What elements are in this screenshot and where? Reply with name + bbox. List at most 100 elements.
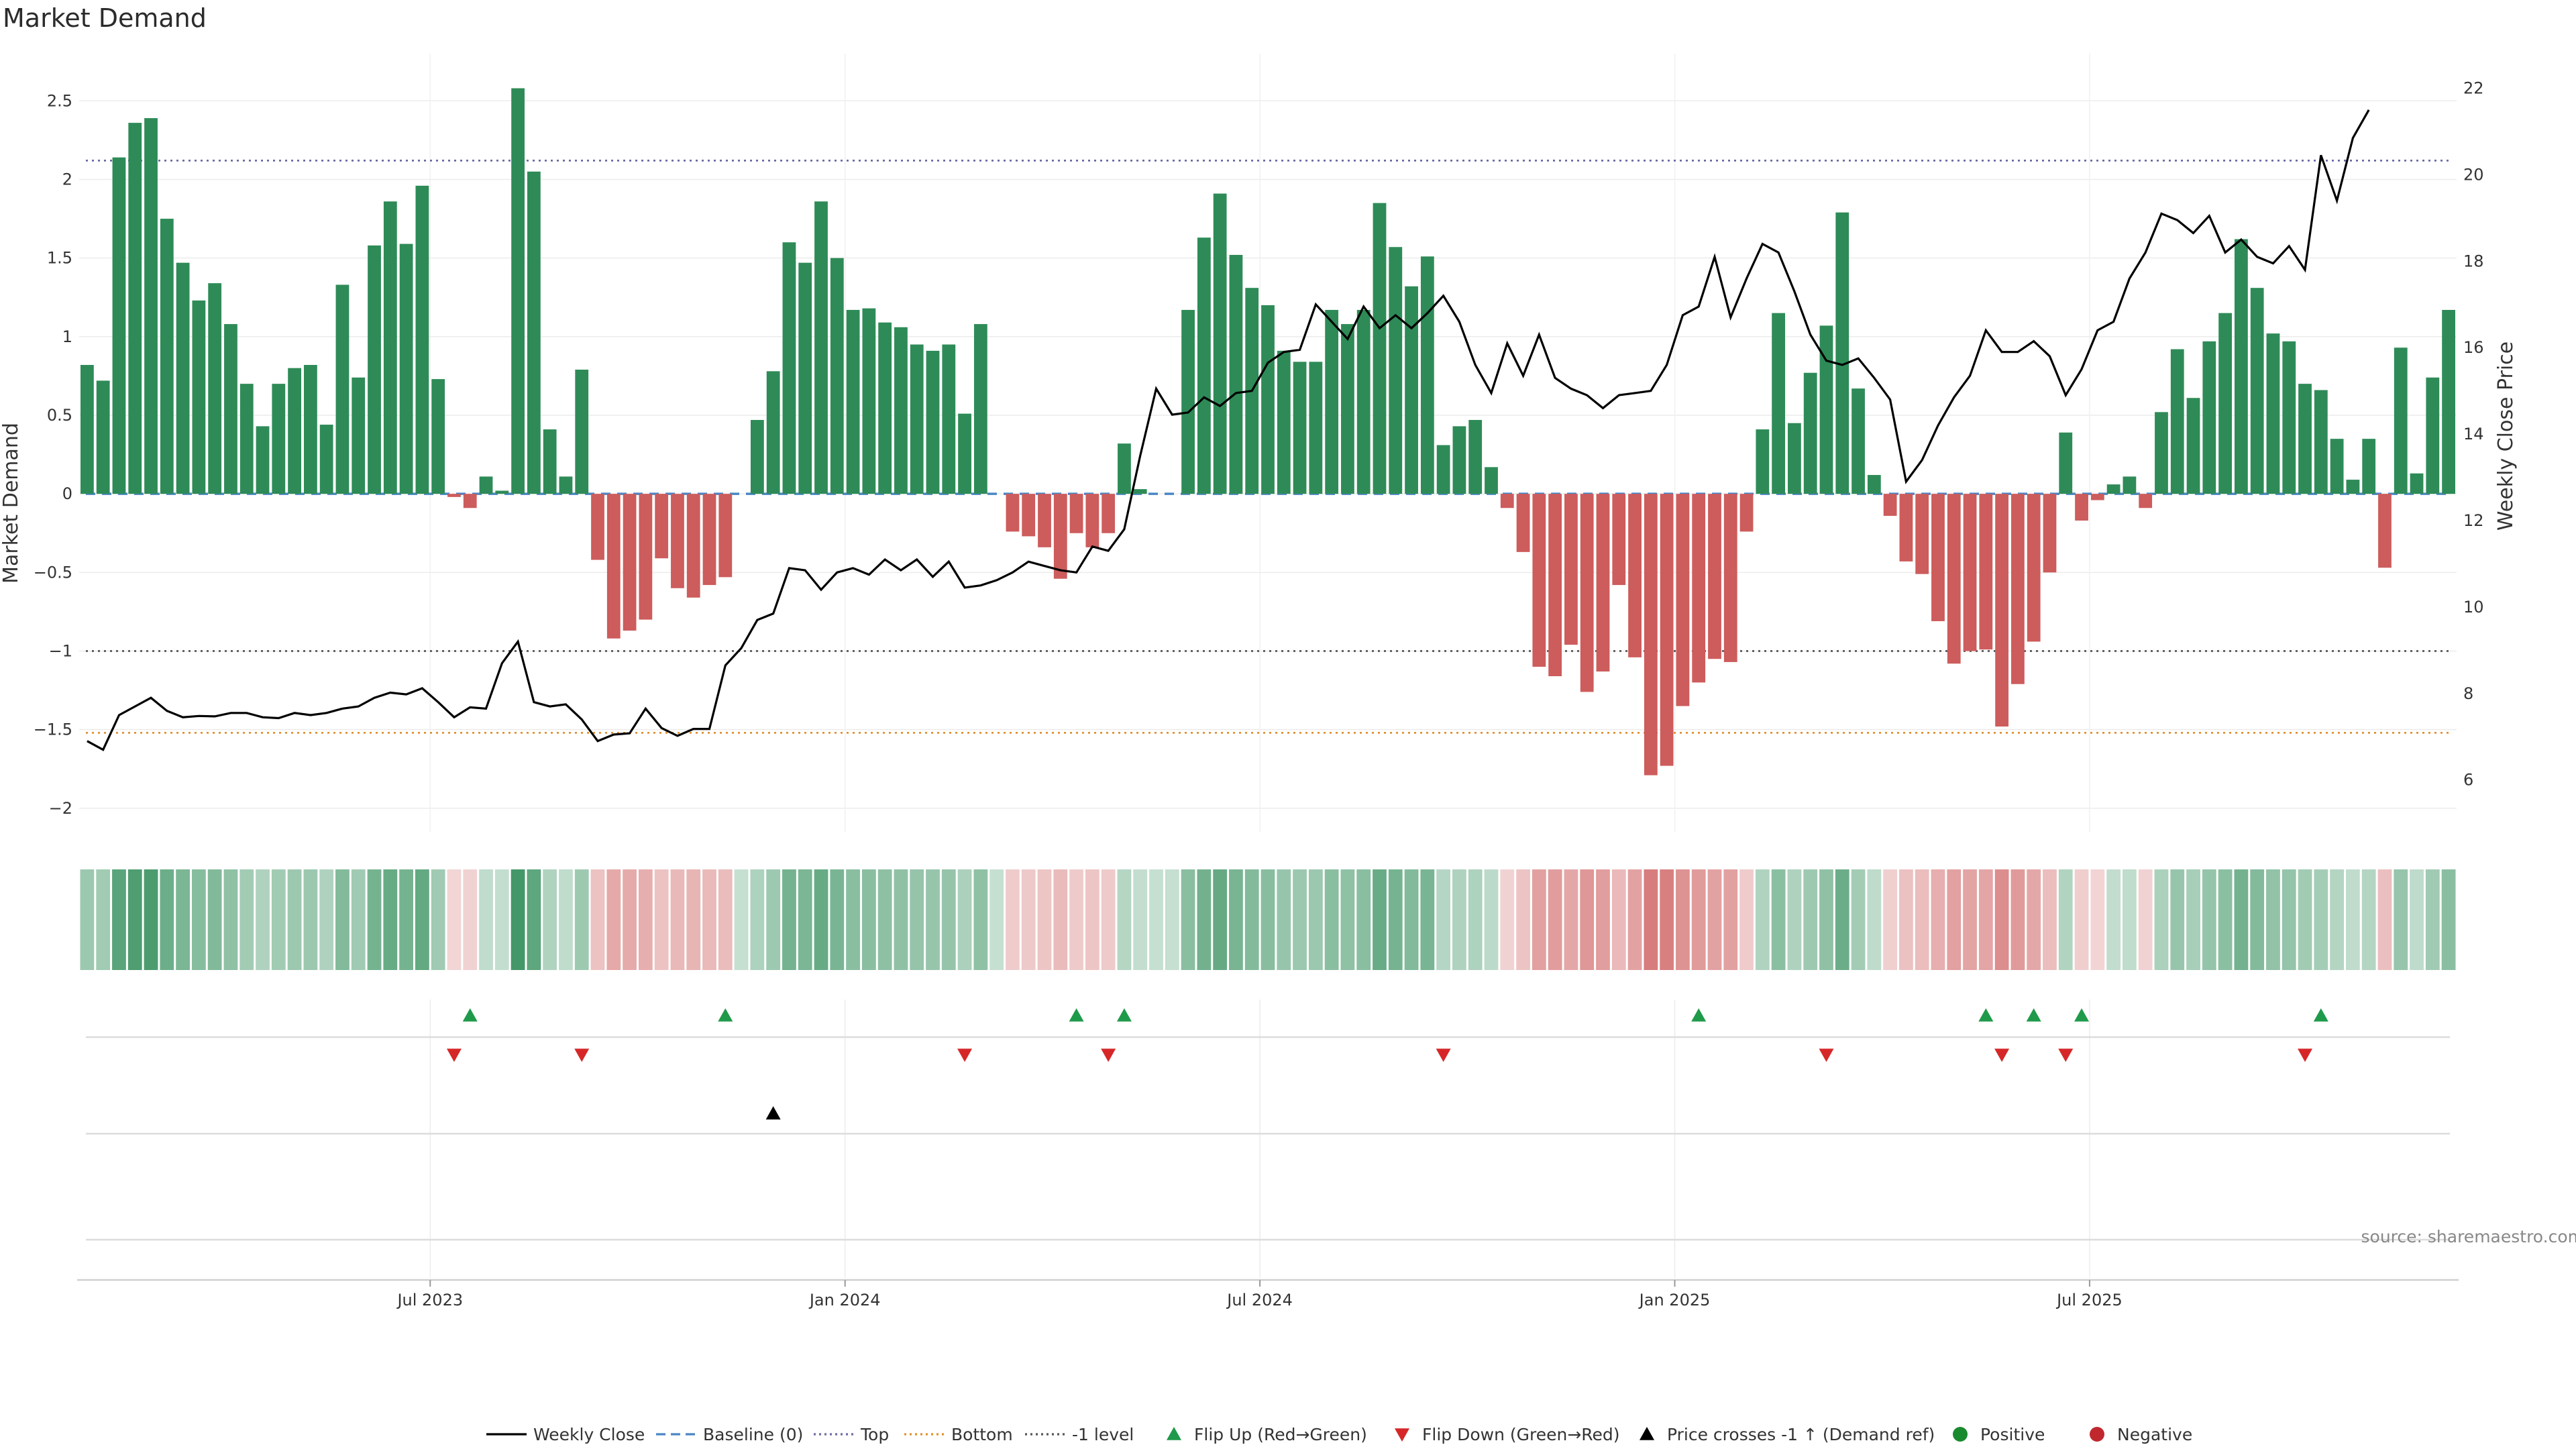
heat-cell — [1787, 869, 1802, 970]
heat-cell — [1101, 869, 1116, 970]
y2-tick-label: 10 — [2463, 598, 2484, 616]
heat-cell — [1085, 869, 1099, 970]
flip-down-marker — [2058, 1049, 2074, 1062]
demand-bar — [878, 322, 892, 494]
y-axis-label: Market Demand — [0, 423, 23, 584]
heat-cell — [2234, 869, 2249, 970]
demand-bar — [2330, 439, 2344, 494]
demand-bar — [639, 494, 653, 620]
legend-label: Flip Down (Green→Red) — [1422, 1425, 1620, 1444]
demand-bar — [1468, 420, 1483, 494]
x-tick-label: Jan 2025 — [1638, 1291, 1711, 1309]
heat-cell — [367, 869, 382, 970]
heat-cell — [1021, 869, 1036, 970]
flip-down-marker — [1436, 1049, 1451, 1062]
demand-bar — [1309, 362, 1323, 494]
demand-bar — [2186, 398, 2200, 494]
heat-cell — [1851, 869, 1866, 970]
demand-bar — [1069, 494, 1083, 533]
legend-label: Baseline (0) — [703, 1425, 803, 1444]
heat-cell — [1739, 869, 1754, 970]
flip-down-marker — [1101, 1049, 1116, 1062]
heat-cell — [1181, 869, 1195, 970]
demand-bar — [798, 262, 812, 494]
y2-tick-label: 16 — [2463, 338, 2484, 357]
heat-cell — [463, 869, 478, 970]
demand-bar — [447, 494, 461, 497]
heat-cell — [1947, 869, 1962, 970]
demand-bar — [1356, 309, 1371, 494]
heat-cell — [2361, 869, 2376, 970]
heat-cell — [2170, 869, 2185, 970]
heat-cell — [766, 869, 781, 970]
demand-bar — [655, 494, 669, 559]
heat-cell — [1293, 869, 1307, 970]
demand-bar — [1532, 494, 1546, 667]
demand-bar — [2043, 494, 2057, 573]
legend-swatch — [1167, 1427, 1181, 1440]
flip-down-marker — [2298, 1049, 2313, 1062]
demand-bar — [1229, 254, 1243, 494]
heat-cell — [80, 869, 95, 970]
heat-cell — [1436, 869, 1451, 970]
demand-bar — [1931, 494, 1945, 621]
heat-cell — [1532, 869, 1546, 970]
heat-cell — [623, 869, 637, 970]
heat-cell — [1723, 869, 1738, 970]
heat-cell — [1691, 869, 1706, 970]
demand-bar — [1516, 494, 1530, 552]
weekly-close-line — [87, 109, 2370, 751]
demand-bar — [1213, 193, 1227, 494]
demand-bar — [718, 494, 733, 578]
y-tick-label: 0 — [62, 484, 72, 503]
heat-cell — [590, 869, 605, 970]
heat-cell — [1006, 869, 1020, 970]
heat-cell — [1707, 869, 1722, 970]
heat-cell — [1197, 869, 1212, 970]
demand-bar — [2170, 349, 2184, 494]
demand-bar — [1756, 429, 1770, 494]
demand-bar — [1596, 494, 1610, 672]
heat-cell — [1915, 869, 1929, 970]
demand-bar — [702, 494, 716, 586]
heat-cell — [2202, 869, 2216, 970]
heat-cell — [2441, 869, 2456, 970]
heat-cell — [1213, 869, 1228, 970]
demand-bar — [2155, 412, 2168, 494]
heat-cell — [383, 869, 398, 970]
chart-title: Market Demand — [3, 3, 207, 33]
demand-bar — [511, 88, 525, 494]
demand-bar — [1979, 494, 1993, 650]
y-tick-label: 0.5 — [47, 406, 72, 425]
demand-bar — [1085, 494, 1099, 547]
demand-bar — [1723, 494, 1737, 662]
demand-bar — [128, 123, 142, 494]
demand-bar — [415, 185, 429, 494]
grid — [77, 54, 2459, 1281]
legend-swatch — [1953, 1427, 1968, 1442]
heat-cell — [782, 869, 796, 970]
heat-cell — [2266, 869, 2280, 970]
flip-down-marker — [957, 1049, 973, 1062]
heat-cell — [2394, 869, 2408, 970]
demand-bar — [1405, 286, 1418, 494]
heat-cell — [1244, 869, 1259, 970]
demand-bar — [495, 490, 509, 494]
legend-swatch — [1395, 1428, 1409, 1442]
demand-bar — [2202, 341, 2216, 494]
heat-cell — [2218, 869, 2233, 970]
heat-cell — [527, 869, 541, 970]
heat-cell — [638, 869, 653, 970]
demand-bar — [176, 262, 190, 494]
y-tick-label: −2 — [49, 799, 72, 818]
heat-cell — [1165, 869, 1179, 970]
demand-bar — [2394, 347, 2408, 494]
heat-cell — [1516, 869, 1530, 970]
flip-up-marker — [2313, 1008, 2328, 1022]
demand-bar — [830, 258, 844, 494]
y2-tick-label: 22 — [2463, 79, 2484, 98]
heat-cell — [606, 869, 621, 970]
heat-cell — [1117, 869, 1132, 970]
demand-bar — [1692, 494, 1706, 683]
